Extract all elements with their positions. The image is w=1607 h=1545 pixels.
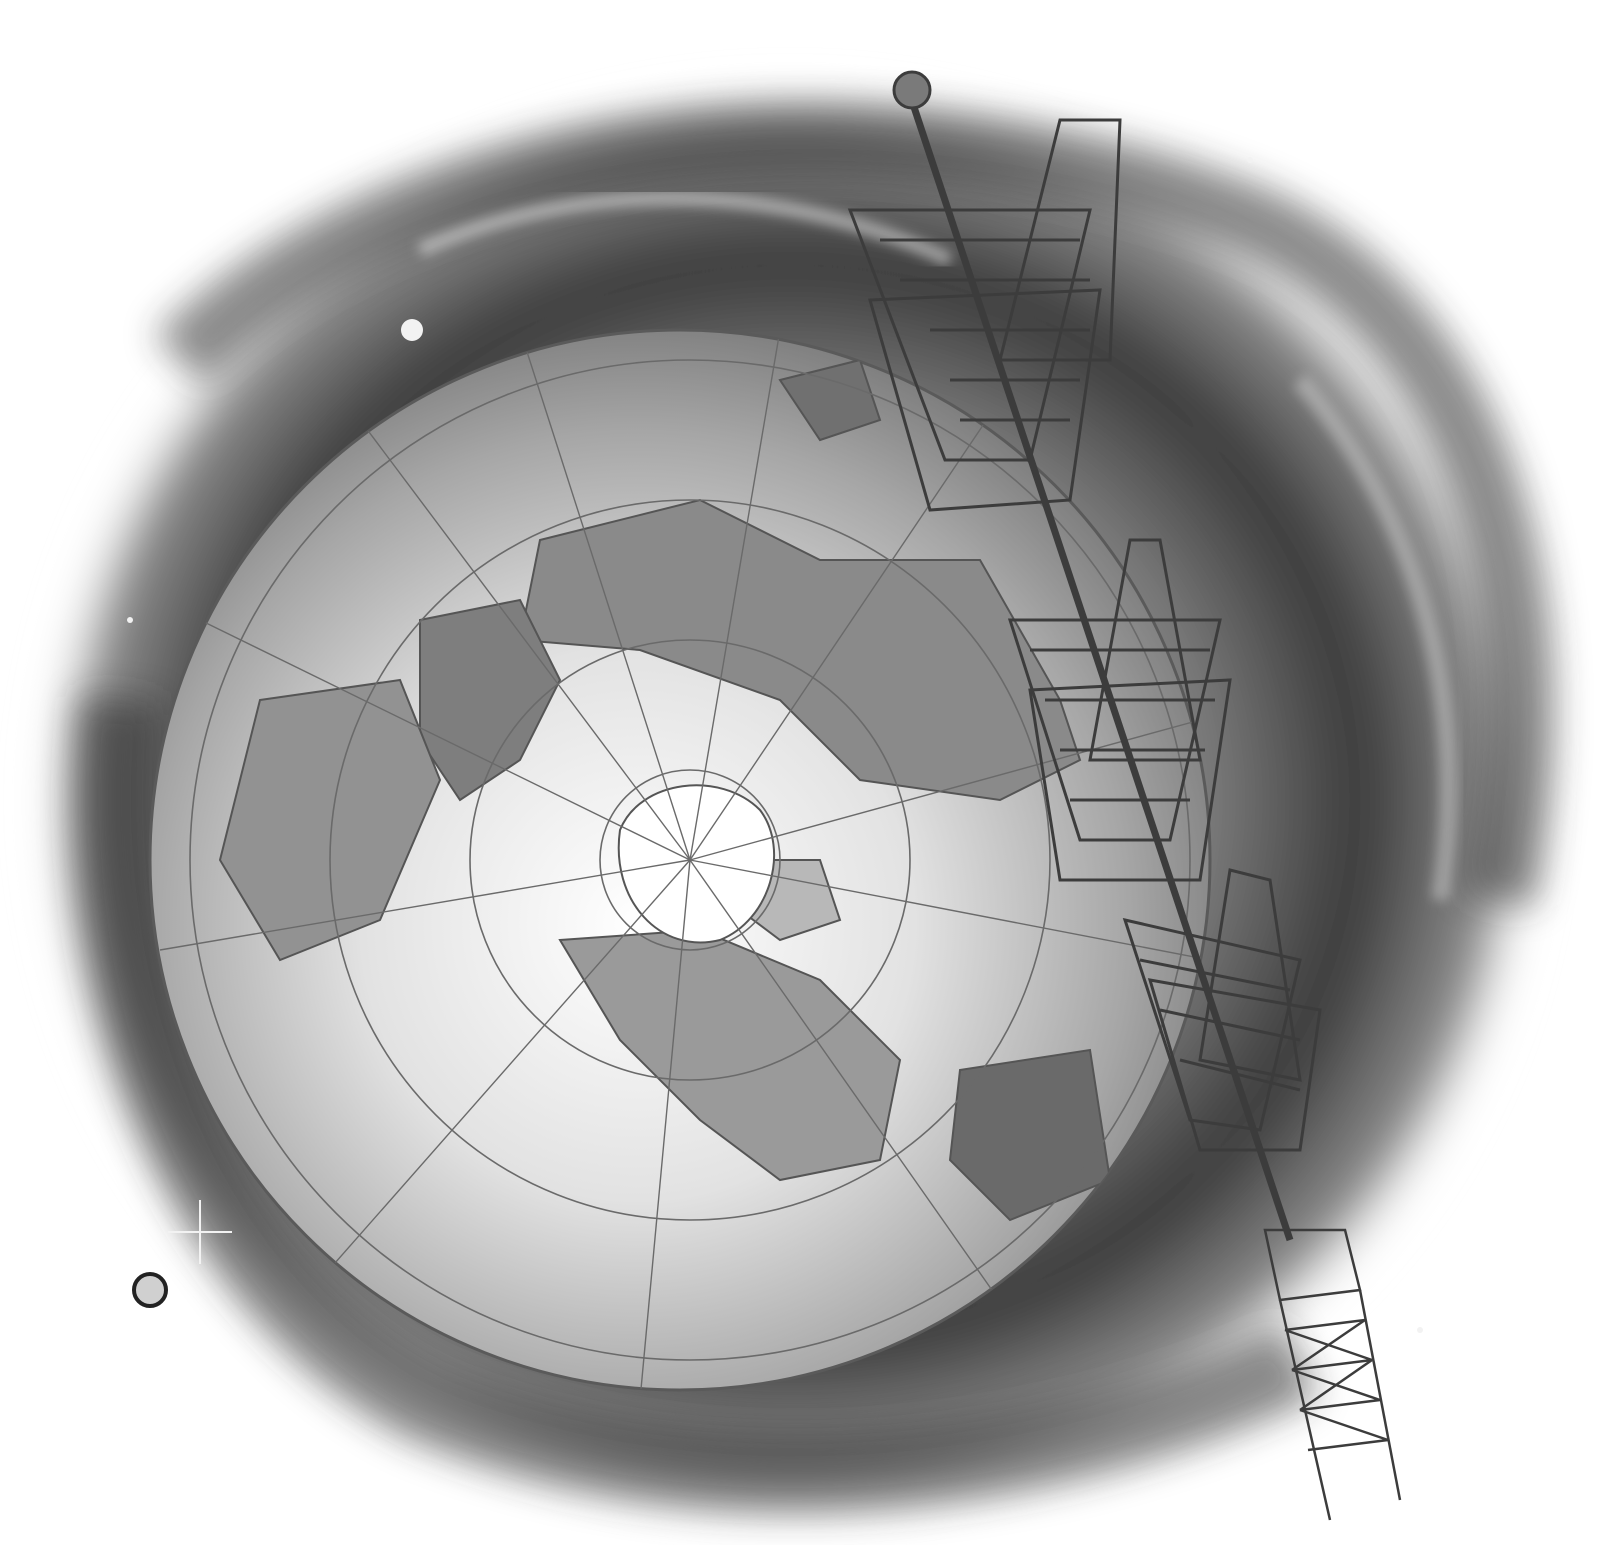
continent-north-east [778, 358, 882, 442]
globe-icon [148, 328, 1212, 1392]
continent-africa [218, 678, 442, 962]
continent-north-america [558, 928, 902, 1182]
continent-australia [948, 1048, 1112, 1222]
star-icon [127, 157, 1423, 1333]
arctic-ice [617, 784, 775, 944]
continent-asia [518, 498, 1082, 802]
antenna-tower-icon [847, 70, 1402, 1521]
